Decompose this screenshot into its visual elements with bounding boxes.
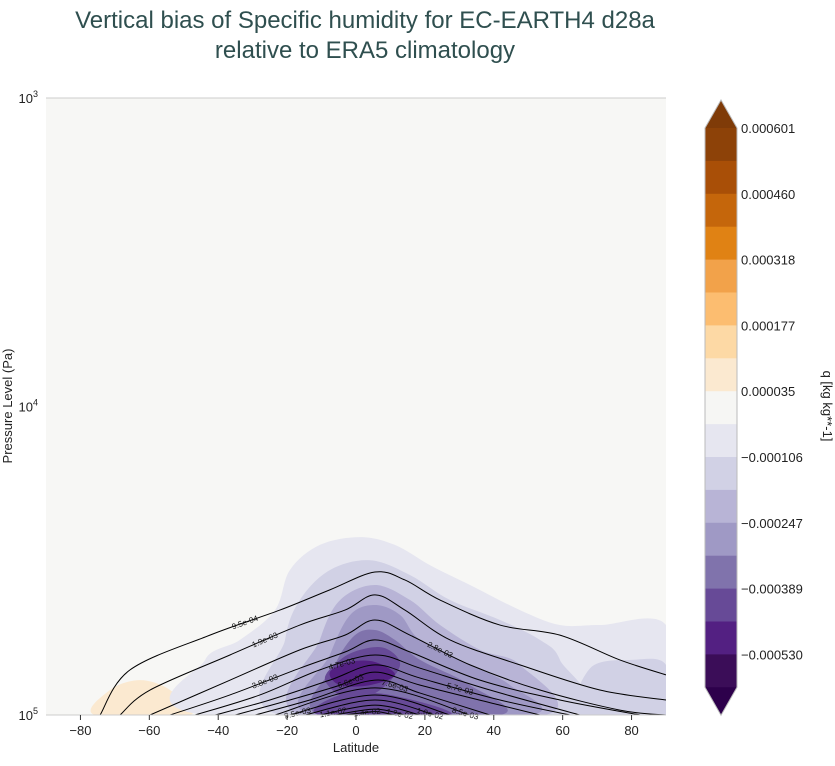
colorbar-band bbox=[705, 259, 737, 293]
colorbar-tick-label: 0.000460 bbox=[741, 187, 795, 202]
x-tick-label: 20 bbox=[418, 723, 432, 738]
contour-lines bbox=[99, 571, 666, 715]
contour-line bbox=[304, 699, 435, 715]
x-tick-label: −40 bbox=[207, 723, 229, 738]
title-line-1: Vertical bias of Specific humidity for E… bbox=[75, 7, 655, 34]
colorbar-tick-label: −0.000106 bbox=[741, 450, 803, 465]
bias-region bbox=[90, 680, 194, 715]
colorbar-tick-label: 0.000035 bbox=[741, 384, 795, 399]
contour-label: 1.4e-02 bbox=[353, 706, 382, 718]
colorbar-band bbox=[705, 457, 737, 491]
contour-line bbox=[214, 664, 571, 715]
colorbar-band bbox=[705, 128, 737, 162]
contour-line bbox=[345, 711, 394, 715]
x-axis-label: Latitude bbox=[333, 740, 379, 755]
colorbar-band bbox=[705, 358, 737, 392]
x-tick-label: −60 bbox=[138, 723, 160, 738]
y-tick-label: 105 bbox=[19, 706, 38, 723]
contour-line bbox=[319, 704, 421, 715]
bias-region bbox=[574, 658, 666, 715]
contour-line bbox=[234, 671, 541, 715]
contour-line bbox=[274, 687, 471, 715]
colorbar-band bbox=[705, 555, 737, 590]
axes: −80 −60 −40 −20 0 20 40 60 80 103 104 105 bbox=[19, 89, 639, 738]
contour-line bbox=[99, 571, 666, 715]
colorbar-tick-label: 0.000601 bbox=[741, 121, 795, 136]
colorbar-tick-label: −0.000530 bbox=[741, 647, 803, 662]
colorbar-over-triangle bbox=[705, 100, 737, 128]
y-tick-label: 104 bbox=[19, 398, 38, 415]
y-axis-label: Pressure Level (Pa) bbox=[0, 349, 15, 464]
title-line-2: relative to ERA5 climatology bbox=[214, 37, 516, 64]
x-tick-label: 0 bbox=[352, 723, 359, 738]
colorbar-band bbox=[705, 193, 737, 228]
contour-line bbox=[334, 708, 406, 715]
x-tick-label: 80 bbox=[624, 723, 638, 738]
colorbar-tick-label: −0.000389 bbox=[741, 582, 803, 597]
colorbar-tick-label: −0.000247 bbox=[741, 516, 803, 531]
colorbar-band bbox=[705, 588, 737, 622]
contour-line bbox=[169, 639, 641, 715]
x-tick-label: 40 bbox=[487, 723, 501, 738]
contour-line bbox=[149, 619, 666, 715]
contour-line bbox=[119, 594, 666, 715]
colorbar-band bbox=[705, 226, 737, 261]
colorbar-label: q [kg kg**-1] bbox=[820, 371, 835, 442]
colorbar-band bbox=[705, 489, 737, 524]
colorbar-under-triangle bbox=[705, 687, 737, 716]
x-tick-label: −20 bbox=[276, 723, 298, 738]
colorbar-band bbox=[705, 160, 737, 195]
colorbar-band bbox=[705, 654, 737, 688]
colorbar-band bbox=[705, 522, 737, 557]
y-tick-label: 103 bbox=[19, 89, 38, 106]
colorbar-outline bbox=[704, 98, 738, 717]
colorbar-band bbox=[705, 621, 737, 655]
contour-line bbox=[194, 654, 581, 715]
colorbar-band bbox=[705, 424, 737, 458]
contour-line bbox=[289, 694, 451, 715]
colorbar-band bbox=[705, 325, 737, 359]
colorbar-tick-label: 0.000177 bbox=[741, 318, 795, 333]
colorbar: 0.000601 0.000460 0.000318 0.000177 0.000035… bbox=[704, 98, 803, 717]
chart-title: Vertical bias of Specific humidity for E… bbox=[0, 6, 730, 66]
x-tick-label: −80 bbox=[69, 723, 91, 738]
x-tick-label: 60 bbox=[555, 723, 569, 738]
colorbar-band bbox=[705, 292, 737, 326]
contour-line bbox=[254, 679, 491, 715]
colorbar-tick-label: 0.000318 bbox=[741, 253, 795, 268]
colorbar-band bbox=[705, 391, 737, 425]
